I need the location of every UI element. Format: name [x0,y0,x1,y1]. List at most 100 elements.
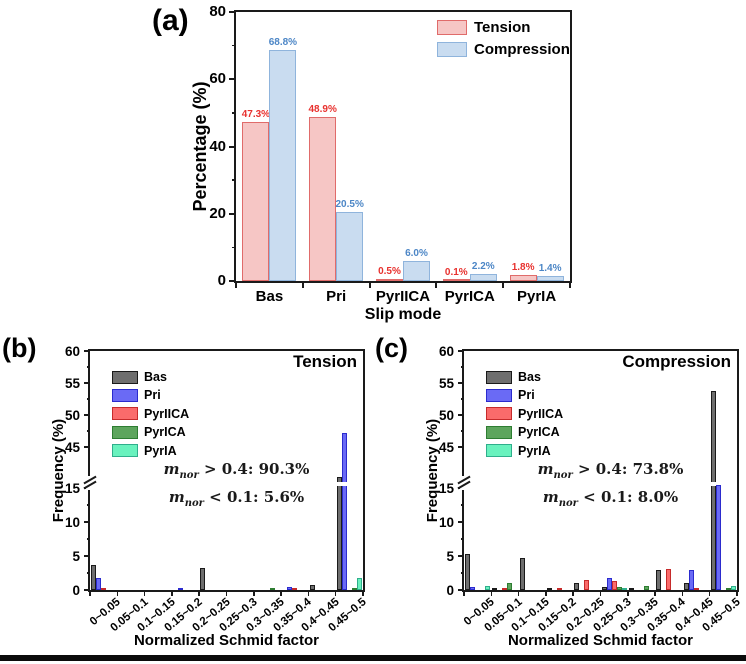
legend-label-tension: Tension [474,19,531,36]
mnor-variable: m [537,460,554,478]
y-major-tick [84,521,90,523]
x-tick [225,590,228,596]
pyriica-swatch [486,407,512,421]
y-major-tick [458,350,464,353]
legend-label-pyrica: PyrICA [518,425,560,440]
bar-bas-bin1 [465,553,471,590]
bar-pyriica-bin8 [666,568,672,590]
x-tick [362,590,364,596]
bar-pyrica-bin2 [507,583,513,590]
bar-pyrica-bin7 [643,585,649,590]
annotation-mnor-lt-c: mnor < 0.1: 8.0% [472,488,746,509]
bar-bas-bin6 [601,587,607,590]
y-minor-tick [461,398,464,400]
bar-pyria-bin10 [730,585,736,590]
y-major-tick [84,350,90,353]
bar-value-label: 0.5% [378,266,401,278]
y-major-tick [229,11,236,13]
bar-bas-bin10 [710,391,716,590]
y-minor-tick [87,398,90,400]
y-tick-label: 50 [438,408,454,424]
mnor-gt-text: > 0.4: 73.8% [572,460,684,478]
bar-bas-bin2 [492,587,498,590]
bar-tension-pri [309,116,337,281]
y-tick-label: 40 [209,137,226,155]
compression-swatch [437,42,467,57]
legend-item-pyrica: PyrICA [112,425,186,439]
legend-item-pri: Pri [486,388,535,402]
plot-area-b: 0 5 10 15 45 50 55 60 0~0.05 0.05~0.1 0.1~0.15 0.15… [65,344,369,634]
mnor-subscript: nor [184,498,204,509]
bar-pri-bin10 [715,485,721,590]
bar-value-label: 47.3% [241,108,271,120]
bar-bas-bin4 [547,588,553,590]
x-axis-label-a: Slip mode [364,306,442,323]
bar-value-label: 48.9% [308,103,337,115]
y-major-tick [229,145,236,148]
y-tick-label: 45 [64,440,80,456]
tension-swatch [437,20,467,35]
bar-pyria-bin10 [356,577,362,590]
bar-pyrica-bin10 [351,588,357,590]
bar-compression-pyriica [403,260,430,281]
bar-value-label: 0.1% [444,266,468,278]
legend-item-pyriica: PyrIICA [112,407,189,421]
bar-bas-bin7 [628,588,634,590]
y-major-tick [84,414,90,417]
y-tick-label: 60 [209,70,226,88]
mnor-subscript: nor [553,470,573,481]
y-tick-label: 0 [446,583,454,598]
y-tick-label: 50 [64,408,80,424]
panel-label-a: (a) [152,4,189,37]
y-minor-tick [461,504,464,506]
pri-swatch [112,388,138,402]
x-tick [334,590,337,596]
bar-break-gap [336,481,342,486]
y-minor-tick [87,504,90,506]
y-tick-label: 55 [438,376,454,392]
bar-pyriica-bin6 [611,581,617,590]
y-minor-tick [232,44,236,47]
y-minor-tick [87,572,90,574]
x-category-label: PyrIA [517,288,557,305]
y-minor-tick [461,430,464,432]
x-tick [463,590,465,596]
bar-pyriica-bin2 [502,587,508,590]
legend-item-pyriica: PyrIICA [486,407,563,421]
mnor-lt-text: < 0.1: 8.0% [577,488,679,506]
y-tick-label: 60 [438,344,454,360]
bar-bas-bin9 [309,585,315,590]
bar-bas-bin8 [656,569,662,590]
y-major-tick [229,280,236,282]
bar-bas-bin5 [574,583,580,590]
bar-break-gap [341,481,347,486]
y-tick-label: 5 [72,549,80,564]
bar-pyria-bin6 [621,588,627,590]
y-major-tick [229,78,236,81]
y-minor-tick [461,538,464,540]
y-major-tick [229,212,236,215]
bar-compression-bas [269,49,297,281]
y-minor-tick [232,112,236,114]
x-tick [307,590,310,596]
legend-label-pyria: PyrIA [518,443,551,458]
x-category-label: PyrICA [444,288,495,305]
legend-label-bas: Bas [144,370,167,384]
y-minor-tick [232,246,236,249]
bar-bas-bin10 [336,476,342,590]
y-tick-label: 15 [438,481,454,496]
bar-pri-bin10 [341,433,347,590]
y-major-tick [458,589,464,591]
figure-bottom-rule [0,655,746,661]
x-tick [235,281,237,288]
plot-area-c: 0 5 10 15 45 50 55 60 0~0.05 0.05~0.1 0.1~0.15 0.15… [439,344,743,634]
mnor-variable: m [542,488,559,506]
y-tick-label: 10 [438,515,454,530]
legend-label-compression: Compression [474,41,570,58]
mnor-variable: m [163,460,180,478]
bar-pyriica-bin1 [101,588,107,590]
bar-break-gap [710,481,716,486]
x-tick [198,590,200,596]
x-axis-label-c: Normalized Schmid factor [507,632,694,649]
x-tick [171,590,173,596]
